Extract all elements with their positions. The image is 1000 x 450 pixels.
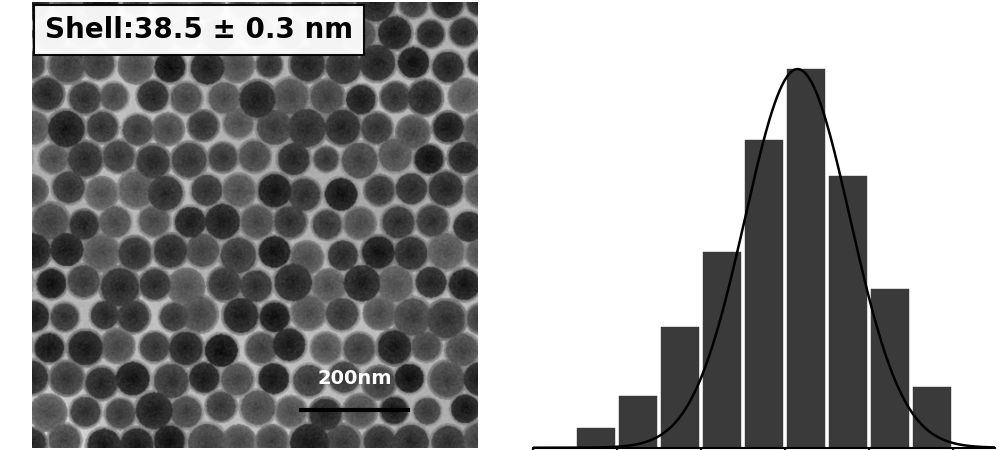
Bar	[703, 252, 741, 448]
Bar	[745, 140, 783, 448]
Bar	[913, 387, 951, 448]
Text: Shell:38.5 ± 0.3 nm: Shell:38.5 ± 0.3 nm	[45, 16, 353, 44]
Bar	[787, 69, 825, 448]
Bar	[661, 328, 699, 448]
Bar	[871, 289, 909, 448]
Bar	[619, 396, 657, 448]
Text: 200nm: 200nm	[318, 369, 392, 387]
Bar	[577, 428, 615, 448]
Bar	[829, 176, 867, 448]
